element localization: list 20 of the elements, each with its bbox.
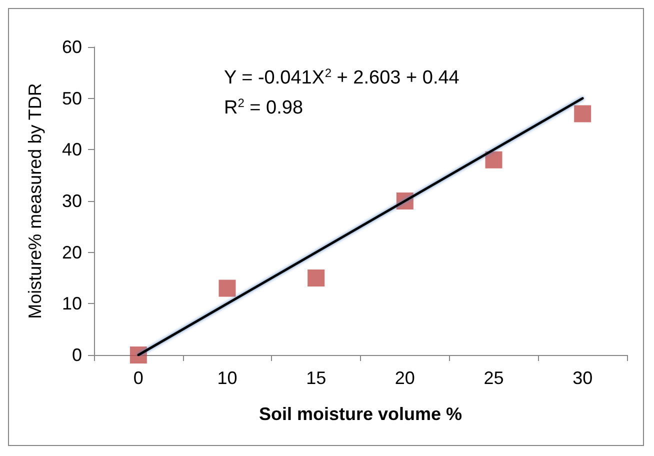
x-tick-label: 25 — [484, 368, 504, 388]
y-tick-label: 30 — [62, 191, 82, 211]
x-tick-label: 30 — [572, 368, 593, 388]
point — [218, 280, 236, 297]
x-tick-label: 20 — [394, 368, 415, 388]
y-tick-label: 50 — [62, 88, 82, 108]
y-tick-label: 10 — [62, 294, 82, 314]
point — [485, 151, 502, 168]
x-tick-label: 15 — [306, 368, 326, 388]
point — [130, 346, 147, 364]
point — [574, 105, 592, 122]
y-tick-label: 40 — [62, 140, 82, 160]
x-axis-title: Soil moisture volume % — [258, 404, 462, 424]
y-tick-label: 20 — [62, 242, 82, 262]
point — [308, 270, 325, 286]
y-tick-label: 60 — [62, 37, 82, 57]
x-tick-label: 10 — [217, 368, 238, 388]
y-tick-label: 0 — [72, 345, 82, 365]
y-axis-title: Moisture% measured by TDR — [25, 83, 45, 319]
x-tick-label: 0 — [133, 368, 144, 388]
